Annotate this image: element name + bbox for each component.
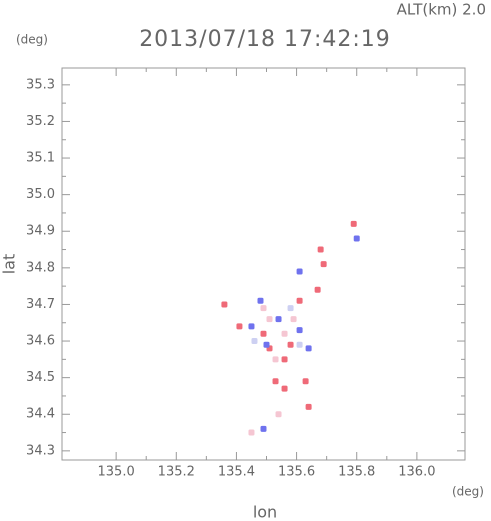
- y-tick-label: 35.3: [26, 77, 55, 92]
- echo-cell: [290, 316, 297, 323]
- echo-cell: [296, 297, 303, 304]
- echo-cell: [266, 316, 273, 323]
- echo-cell: [281, 356, 288, 363]
- altitude-label: ALT(km) 2.0: [397, 1, 486, 19]
- echo-cell: [296, 341, 303, 348]
- y-tick-label: 34.3: [26, 443, 55, 458]
- plot-frame: [61, 67, 466, 461]
- x-tick-label: 135.2: [158, 465, 195, 480]
- echo-cell: [287, 341, 294, 348]
- echo-cell: [314, 286, 321, 293]
- x-unit: (deg): [452, 485, 484, 499]
- echo-cell: [296, 327, 303, 334]
- x-tick-label: 136.0: [398, 465, 435, 480]
- echo-cell: [257, 297, 264, 304]
- chart-title: 2013/07/18 17:42:19: [139, 27, 391, 52]
- echo-cell: [251, 338, 258, 345]
- echo-cell: [302, 378, 309, 385]
- echo-cell: [296, 268, 303, 275]
- x-tick-label: 135.8: [338, 465, 375, 480]
- echo-cell: [305, 345, 312, 352]
- echo-cell: [260, 425, 267, 432]
- y-tick-label: 35.0: [26, 187, 55, 202]
- x-tick-label: 135.0: [98, 465, 135, 480]
- x-tick-label: 135.4: [218, 465, 255, 480]
- echo-cell: [260, 330, 267, 337]
- echo-cell: [263, 341, 270, 348]
- echo-cell: [272, 378, 279, 385]
- x-tick-label: 135.6: [278, 465, 315, 480]
- y-tick-label: 34.7: [26, 297, 55, 312]
- y-tick-label: 34.5: [26, 370, 55, 385]
- echo-cell: [275, 411, 282, 418]
- echo-cell: [287, 305, 294, 312]
- echo-cell: [248, 429, 255, 436]
- y-tick-label: 34.6: [26, 334, 55, 349]
- echo-cell: [248, 323, 255, 330]
- echo-cell: [305, 403, 312, 410]
- echo-cell: [236, 323, 243, 330]
- y-unit: (deg): [16, 33, 48, 47]
- echo-cell: [281, 385, 288, 392]
- echo-cell: [350, 220, 357, 227]
- echo-cell: [353, 235, 360, 242]
- y-tick-label: 35.1: [26, 151, 55, 166]
- echo-cell: [260, 305, 267, 312]
- echo-cell: [272, 356, 279, 363]
- y-tick-label: 35.2: [26, 114, 55, 129]
- y-tick-label: 34.8: [26, 260, 55, 275]
- echo-cell: [221, 301, 228, 308]
- x-axis-label: lon: [253, 503, 277, 521]
- echo-cell: [320, 261, 327, 268]
- y-axis-label: lat: [0, 254, 19, 275]
- echo-cell: [281, 330, 288, 337]
- echo-cell: [275, 316, 282, 323]
- y-tick-label: 34.9: [26, 224, 55, 239]
- echo-cell: [317, 246, 324, 253]
- y-tick-label: 34.4: [26, 407, 55, 422]
